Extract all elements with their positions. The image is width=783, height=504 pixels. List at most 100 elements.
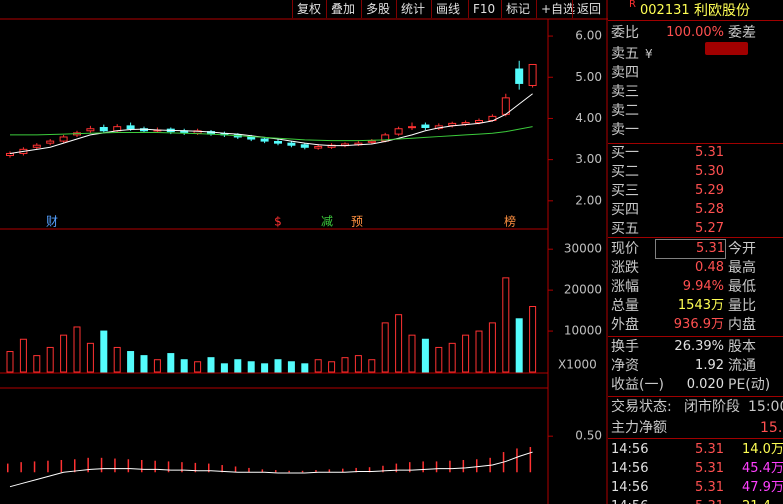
status-time: 15:00 (748, 399, 783, 415)
bar (382, 465, 384, 473)
toolbar-button[interactable]: F10 (468, 0, 499, 18)
bar (113, 346, 121, 373)
bar (7, 463, 9, 473)
bar (314, 359, 322, 373)
bar (234, 466, 237, 473)
tick-time: 14:56 (611, 461, 649, 476)
bar (234, 359, 242, 373)
bar (488, 322, 496, 373)
bar (19, 338, 27, 373)
chart-area: 2.00 3.00 4.00 5.00 6.00 10000 20000 30000 0.50 X… (0, 0, 608, 504)
bar (47, 460, 49, 473)
bar (355, 467, 357, 473)
bar (180, 359, 188, 373)
sell-label: 卖五 (611, 46, 639, 62)
candle-body (247, 136, 256, 140)
candle-body (46, 140, 55, 144)
toolbar-button[interactable]: +自选 (536, 0, 579, 18)
bar (409, 462, 411, 473)
bar (100, 330, 108, 373)
bar (167, 353, 175, 373)
toolbar-button[interactable]: 统计 (396, 0, 429, 18)
separator (608, 336, 783, 337)
candle-body (86, 128, 95, 132)
stat-label: 外盘 (611, 317, 639, 333)
tick-volume: 14.0万 (742, 442, 783, 457)
stat-value: 0.48 (695, 260, 724, 275)
stat-label: 总量 (611, 298, 639, 314)
stat-value: 9.94% (682, 279, 724, 294)
buy-price: 5.30 (695, 164, 724, 179)
bar (328, 361, 336, 373)
bar (153, 359, 161, 373)
bar (46, 346, 54, 373)
event-marker: 预 (351, 215, 363, 229)
y-tick-label: 5.00 (575, 70, 602, 84)
toolbar-button[interactable]: 叠加 (326, 0, 359, 18)
event-marker: $ (274, 215, 282, 229)
bar (220, 363, 228, 373)
toolbar-button[interactable]: 标记 (501, 0, 534, 18)
buy-price: 5.29 (695, 183, 724, 198)
toggle[interactable] (705, 42, 748, 55)
y-tick-label: 4.00 (575, 111, 602, 125)
bar (208, 463, 210, 473)
main-net-value: 15.9 (760, 420, 783, 436)
candle-body (421, 124, 430, 129)
bar (516, 448, 518, 473)
bar (33, 461, 36, 473)
stock-code: 002131 (640, 3, 690, 18)
tick-volume: 21.4 (742, 498, 771, 504)
tick-time: 14:56 (611, 480, 649, 495)
bar (261, 363, 269, 373)
bar (127, 459, 130, 473)
separator (608, 438, 783, 439)
bar (502, 277, 510, 373)
bar (421, 338, 429, 373)
toolbar-button[interactable]: 复权 (292, 0, 325, 18)
bar (475, 330, 483, 373)
bar (315, 470, 317, 473)
bar (287, 361, 295, 373)
weibi-label: 委比 (611, 25, 639, 41)
candle-body (6, 152, 14, 157)
stat-label: 净资 (611, 358, 639, 374)
bar (328, 469, 331, 473)
bar (435, 346, 443, 373)
stat-label: 收益(一) (611, 377, 664, 393)
bar (248, 467, 250, 473)
y-tick-label: 6.00 (575, 29, 602, 43)
bar (395, 463, 398, 473)
buy-label: 买二 (611, 164, 639, 180)
candle-body (126, 125, 135, 130)
separator (608, 237, 783, 238)
bar (274, 359, 282, 373)
bar (301, 363, 309, 373)
buy-price: 5.27 (695, 221, 724, 236)
bar (408, 334, 416, 373)
bar (140, 355, 148, 373)
bar (181, 462, 183, 473)
bar (207, 357, 215, 373)
candle-body (528, 63, 537, 86)
bar (435, 461, 438, 473)
event-marker: 财 (46, 215, 58, 229)
bar (127, 351, 135, 373)
bar (368, 467, 371, 473)
separator (608, 143, 783, 144)
tick-price: 5.31 (680, 498, 724, 504)
candle-body (260, 138, 269, 142)
y-tick-label: 3.00 (575, 152, 602, 166)
candle-body (408, 126, 416, 129)
bar (141, 459, 143, 473)
toolbar-button[interactable]: 返回 (572, 0, 605, 18)
sell-label: 卖一 (611, 122, 639, 138)
event-marker: 减 (321, 215, 333, 229)
toolbar-button[interactable]: 多股 (361, 0, 394, 18)
bar (100, 457, 103, 473)
bar (449, 460, 451, 473)
bar (33, 355, 41, 373)
stat-label2: PE(动) (728, 377, 771, 393)
toolbar-button[interactable]: 画线 (431, 0, 464, 18)
